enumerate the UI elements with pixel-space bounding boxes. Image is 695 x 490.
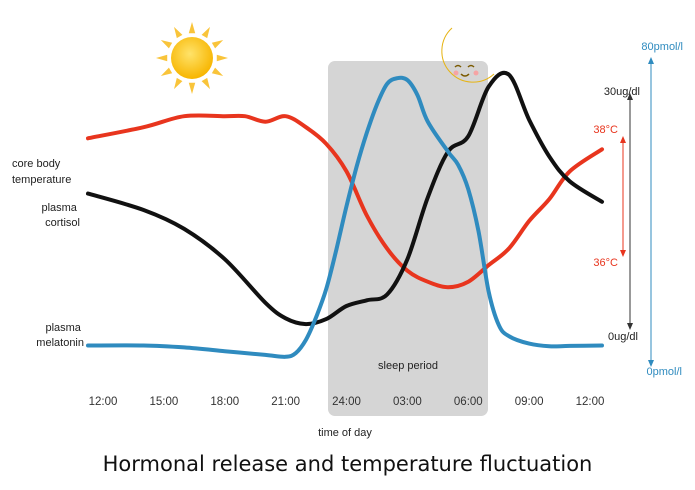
x-tick-label: 18:00: [210, 396, 239, 408]
plasma-cortisol-line: [86, 70, 604, 327]
series-label-melatonin: plasma melatonin: [36, 322, 84, 349]
x-tick-label: 15:00: [150, 396, 179, 408]
melatonin-axis-top: 80pmol/l: [641, 41, 683, 53]
series-label-temperature: core body temperature: [12, 158, 71, 186]
x-tick-label: 12:00: [89, 396, 118, 408]
sleep-period-label: sleep period: [378, 360, 438, 372]
core-body-temperature-line: [86, 113, 604, 290]
melatonin-axis: 80pmol/l 0pmol/l: [641, 41, 683, 378]
plasma-melatonin-line: [86, 75, 604, 359]
chart: sleep period core body temperature plasm…: [12, 22, 683, 439]
x-tick-label: 03:00: [393, 396, 422, 408]
temperature-axis: 38°C 36°C: [593, 124, 626, 269]
figure-caption: Hormonal release and temperature fluctua…: [102, 452, 593, 476]
temperature-axis-bottom: 36°C: [593, 257, 618, 269]
x-tick-label: 12:00: [576, 396, 605, 408]
cortisol-axis-bottom: 0ug/dl: [608, 331, 638, 343]
melatonin-axis-bottom: 0pmol/l: [647, 366, 682, 378]
series-label-cortisol: plasma cortisol: [41, 202, 80, 229]
moon-icon: [441, 27, 495, 83]
x-axis-label: time of day: [318, 427, 372, 439]
x-tick-label: 06:00: [454, 396, 483, 408]
cortisol-axis: 30ug/dl 0ug/dl: [604, 86, 640, 343]
x-tick-label: 21:00: [271, 396, 300, 408]
x-tick-label: 24:00: [332, 396, 361, 408]
x-tick-label: 09:00: [515, 396, 544, 408]
sun-icon: [156, 22, 228, 94]
x-tick-labels: 12:00 15:00 18:00 21:00 24:00 03:00 06:00 09:00…: [89, 396, 605, 408]
cortisol-axis-top: 30ug/dl: [604, 86, 640, 98]
temperature-axis-top: 38°C: [593, 124, 618, 136]
